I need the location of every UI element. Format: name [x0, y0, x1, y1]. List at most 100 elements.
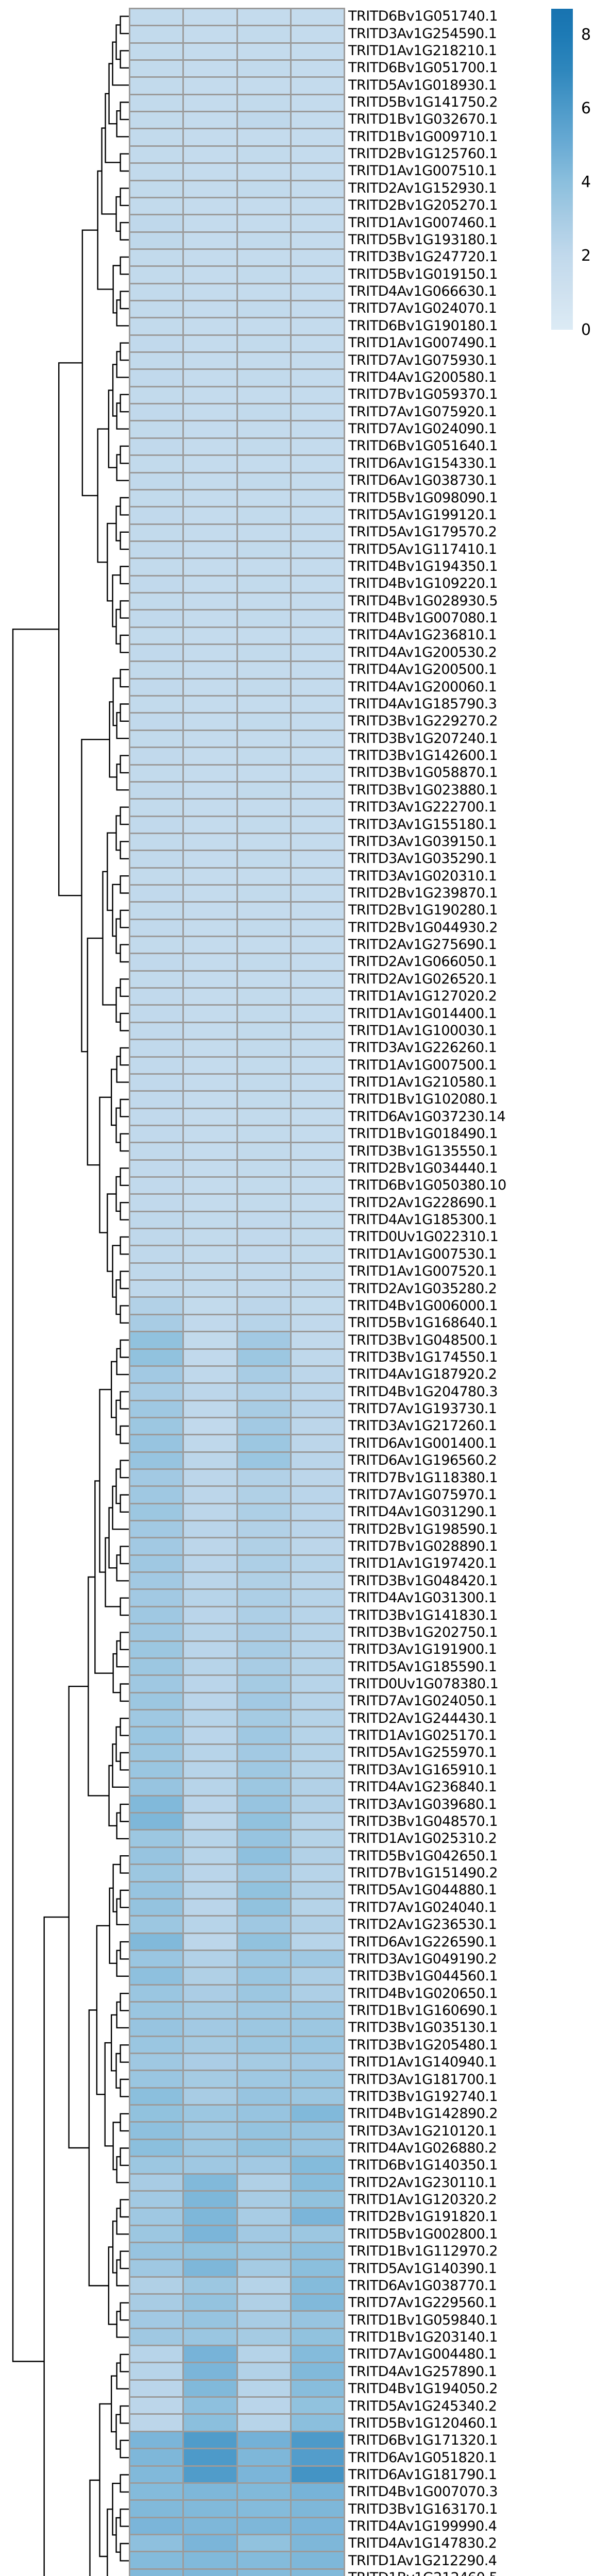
heatmap-cell: [130, 576, 183, 592]
heatmap-cell: [184, 507, 236, 523]
heatmap-cell: [130, 524, 183, 540]
heatmap-cell: [237, 507, 290, 523]
heatmap-cell: [291, 1195, 344, 1211]
heatmap-cell: [184, 1504, 236, 1520]
heatmap-cell: [184, 232, 236, 248]
heatmap-cell: [291, 1779, 344, 1795]
heatmap-cell: [184, 1710, 236, 1726]
heatmap-cell: [237, 645, 290, 661]
heatmap-cell: [291, 2346, 344, 2362]
heatmap-cell: [237, 1744, 290, 1761]
heatmap-cell: [291, 387, 344, 403]
heatmap-cell: [291, 1315, 344, 1331]
row-label: TRITD5Av1G018930.1: [348, 77, 497, 93]
heatmap-cell: [237, 559, 290, 575]
heatmap-cell: [184, 78, 236, 94]
heatmap-cell: [291, 2380, 344, 2397]
heatmap-cell: [291, 318, 344, 334]
heatmap-cell: [291, 61, 344, 77]
heatmap-cell: [291, 1521, 344, 1537]
heatmap-cell: [291, 2020, 344, 2036]
heatmap-cell: [184, 438, 236, 455]
heatmap-cell: [130, 541, 183, 558]
heatmap-cell: [237, 473, 290, 489]
heatmap-cell: [130, 9, 183, 25]
heatmap-cell: [130, 1178, 183, 1194]
heatmap-cell: [291, 1349, 344, 1365]
heatmap-cell: [291, 1109, 344, 1125]
heatmap-cell: [237, 834, 290, 850]
heatmap-cell: [237, 2243, 290, 2259]
colorbar-tick: 8: [581, 25, 591, 44]
heatmap-cell: [130, 645, 183, 661]
heatmap-cell: [237, 2312, 290, 2328]
heatmap-cell: [130, 2501, 183, 2517]
heatmap-cell: [291, 954, 344, 970]
heatmap-cell: [130, 1281, 183, 1297]
heatmap-cell: [291, 1762, 344, 1778]
heatmap-cell: [130, 1934, 183, 1950]
row-label: TRITD1Bv1G203140.1: [348, 2329, 498, 2346]
row-label: TRITD1Bv1G160690.1: [348, 2003, 498, 2019]
row-label: TRITD4Av1G236810.1: [348, 627, 497, 643]
heatmap-cell: [291, 541, 344, 558]
row-label: TRITD5Bv1G019150.1: [348, 266, 498, 282]
heatmap-cell: [237, 1899, 290, 1916]
heatmap-cell: [184, 2432, 236, 2448]
heatmap-cell: [184, 2329, 236, 2345]
heatmap-cell: [184, 559, 236, 575]
heatmap-cell: [130, 2363, 183, 2379]
row-label: TRITD2Bv1G198590.1: [348, 1521, 498, 1537]
heatmap-cell: [184, 2209, 236, 2225]
heatmap-cell: [291, 594, 344, 609]
row-label: TRITD3Bv1G142600.1: [348, 748, 498, 764]
heatmap-cell: [237, 1710, 290, 1726]
heatmap-cell: [291, 370, 344, 386]
heatmap-cell: [291, 2071, 344, 2087]
heatmap-cell: [291, 628, 344, 644]
heatmap-cell: [130, 1624, 183, 1640]
row-label: TRITD5Bv1G098090.1: [348, 489, 498, 506]
heatmap-cell: [237, 1848, 290, 1864]
row-label: TRITD5Bv1G193180.1: [348, 231, 498, 248]
heatmap-cell: [184, 886, 236, 902]
row-label: TRITD3Bv1G207240.1: [348, 730, 498, 747]
heatmap-cell: [291, 267, 344, 283]
heatmap-cell: [130, 1298, 183, 1314]
heatmap-cell: [237, 2209, 290, 2225]
colorbar-tick: 2: [581, 247, 591, 265]
heatmap-cell: [184, 611, 236, 626]
heatmap-cell: [291, 903, 344, 919]
heatmap-cell: [237, 800, 290, 816]
heatmap-cell: [130, 1521, 183, 1537]
row-label: TRITD1Bv1G032670.1: [348, 111, 498, 128]
heatmap-cell: [130, 594, 183, 609]
heatmap-cell: [184, 1814, 236, 1829]
row-label: TRITD1Av1G007500.1: [348, 1057, 497, 1073]
heatmap-cell: [237, 611, 290, 626]
heatmap-cell: [130, 1573, 183, 1589]
row-label: TRITD5Av1G245340.2: [348, 2398, 497, 2414]
heatmap-cell: [184, 26, 236, 42]
row-label: TRITD4Av1G147830.2: [348, 2535, 497, 2552]
heatmap-cell: [184, 2243, 236, 2259]
row-label: TRITD4Bv1G006000.1: [348, 1297, 498, 1314]
row-label: TRITD4Av1G031300.1: [348, 1590, 497, 1606]
row-label: TRITD3Av1G035290.1: [348, 851, 497, 867]
heatmap-cell: [184, 2002, 236, 2019]
heatmap-cell: [130, 765, 183, 781]
heatmap-cell: [184, 267, 236, 283]
heatmap-cell: [184, 1143, 236, 1159]
heatmap-cell: [184, 1590, 236, 1606]
heatmap-cell: [130, 507, 183, 523]
heatmap-cell: [130, 1229, 183, 1245]
heatmap-cell: [130, 611, 183, 626]
heatmap-cell: [130, 2123, 183, 2139]
heatmap-cell: [130, 1246, 183, 1262]
heatmap-cell: [184, 1762, 236, 1778]
heatmap-cell: [291, 524, 344, 540]
heatmap-cell: [130, 78, 183, 94]
heatmap-cell: [184, 834, 236, 850]
heatmap-cell: [130, 318, 183, 334]
heatmap-cell: [130, 2346, 183, 2362]
